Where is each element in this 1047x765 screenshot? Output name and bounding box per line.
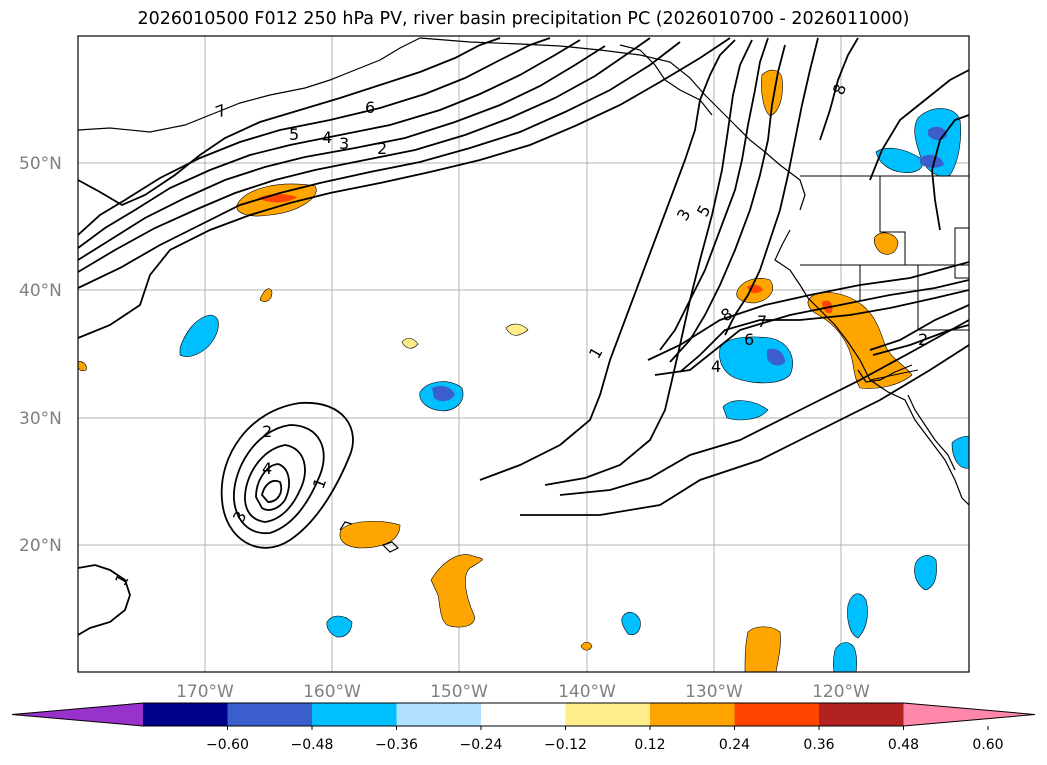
lat-label: 40°N <box>19 281 62 301</box>
colorbar-segment <box>227 703 313 726</box>
colorbar-segment <box>565 703 651 726</box>
colorbar-tick-label: −0.60 <box>206 737 249 753</box>
colorbar-outline <box>11 702 1036 727</box>
colorbar-tick-label: −0.24 <box>460 737 503 753</box>
map-title: 2026010500 F012 250 hPa PV, river basin … <box>137 9 910 29</box>
contour-label: 2 <box>262 422 272 441</box>
colorbar-segment <box>481 703 566 726</box>
colorbar-tick-label: 0.48 <box>888 737 919 753</box>
lat-label: 20°N <box>19 536 62 556</box>
colorbar-tick-label: −0.12 <box>544 737 587 753</box>
precip-shading <box>78 69 969 672</box>
contour-label: 7 <box>757 312 767 331</box>
lon-label: 160°W <box>303 682 361 702</box>
contour-label: 5 <box>289 125 299 144</box>
colorbar-extend-right <box>903 703 1035 726</box>
map-frame <box>77 35 970 673</box>
colorbar-tick-label: 0.24 <box>719 737 750 753</box>
colorbar-segment <box>819 703 904 726</box>
contour-label: 2 <box>918 330 928 349</box>
colorbar-tick-label: −0.36 <box>375 737 418 753</box>
colorbar-tick-label: 0.12 <box>634 737 665 753</box>
lon-label: 120°W <box>812 682 870 702</box>
longitude-labels: 170°W 160°W 150°W 140°W 130°W 120°W <box>176 682 870 702</box>
contour-label: 6 <box>365 98 375 117</box>
lat-label: 30°N <box>19 409 62 429</box>
colorbar-segment <box>143 703 228 726</box>
colorbar-segment <box>734 703 820 726</box>
colorbar-segment <box>396 703 482 726</box>
contour-label: 4 <box>262 459 272 478</box>
lon-label: 140°W <box>558 682 616 702</box>
lon-label: 150°W <box>430 682 488 702</box>
contour-label: 2 <box>377 139 387 158</box>
colorbar-tick-label: 0.36 <box>803 737 834 753</box>
colorbar-segment <box>312 703 397 726</box>
lon-label: 170°W <box>176 682 234 702</box>
lat-label: 50°N <box>19 154 62 174</box>
colorbar-segment <box>650 703 735 726</box>
contour-label: 4 <box>322 128 332 147</box>
contour-label: 6 <box>744 330 754 349</box>
map-area <box>78 36 969 672</box>
colorbar-tick-label: 0.60 <box>972 737 1003 753</box>
contour-label: 3 <box>339 134 349 153</box>
colorbar-tick-label: −0.48 <box>291 737 334 753</box>
contour-label: 4 <box>711 357 721 376</box>
pv-contours <box>78 37 969 636</box>
colorbar: −0.60 −0.48 −0.36 −0.24 −0.12 0.12 0.24 0.36 0.4… <box>11 702 1036 753</box>
lon-label: 130°W <box>685 682 743 702</box>
gridlines <box>78 36 969 672</box>
latitude-labels: 50°N 40°N 30°N 20°N <box>19 154 62 556</box>
colorbar-extend-left <box>12 703 143 726</box>
